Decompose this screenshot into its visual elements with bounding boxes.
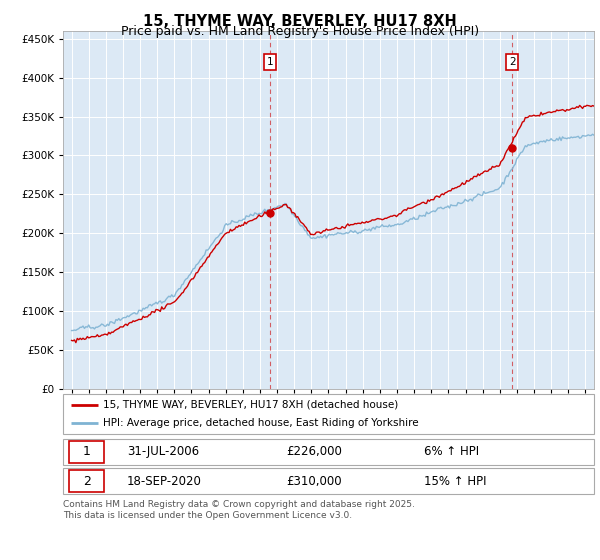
Text: 15, THYME WAY, BEVERLEY, HU17 8XH: 15, THYME WAY, BEVERLEY, HU17 8XH (143, 14, 457, 29)
Text: 31-JUL-2006: 31-JUL-2006 (127, 445, 199, 459)
Text: £310,000: £310,000 (286, 474, 341, 488)
Text: 2: 2 (83, 474, 91, 488)
Text: 6% ↑ HPI: 6% ↑ HPI (424, 445, 479, 459)
Text: 1: 1 (83, 445, 91, 459)
Text: Contains HM Land Registry data © Crown copyright and database right 2025.
This d: Contains HM Land Registry data © Crown c… (63, 500, 415, 520)
FancyBboxPatch shape (63, 394, 594, 434)
Text: Price paid vs. HM Land Registry's House Price Index (HPI): Price paid vs. HM Land Registry's House … (121, 25, 479, 38)
FancyBboxPatch shape (63, 439, 594, 465)
Text: 18-SEP-2020: 18-SEP-2020 (127, 474, 202, 488)
Text: 15% ↑ HPI: 15% ↑ HPI (424, 474, 487, 488)
FancyBboxPatch shape (63, 468, 594, 494)
FancyBboxPatch shape (70, 470, 104, 492)
Text: 2: 2 (509, 57, 515, 67)
Text: 15, THYME WAY, BEVERLEY, HU17 8XH (detached house): 15, THYME WAY, BEVERLEY, HU17 8XH (detac… (103, 400, 398, 410)
Text: HPI: Average price, detached house, East Riding of Yorkshire: HPI: Average price, detached house, East… (103, 418, 418, 428)
FancyBboxPatch shape (70, 441, 104, 463)
Text: £226,000: £226,000 (286, 445, 342, 459)
Text: 1: 1 (266, 57, 273, 67)
